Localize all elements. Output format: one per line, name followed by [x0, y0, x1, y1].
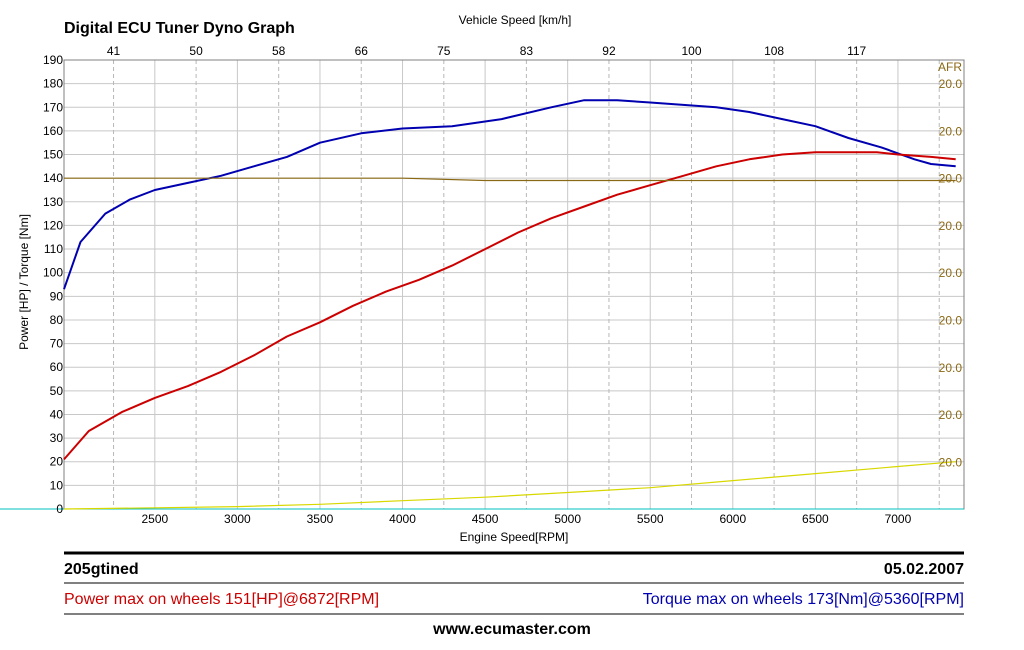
y2-tick-label: 20.0 [939, 266, 963, 280]
y-tick-label: 120 [43, 218, 63, 232]
y2-tick-label: 20.0 [939, 172, 963, 186]
series-line-power [63, 151, 956, 461]
x2-axis-label: Vehicle Speed [km/h] [459, 13, 572, 27]
torque-max-label: Torque max on wheels 173[Nm]@5360[RPM] [642, 591, 964, 608]
x-tick-label: 2500 [141, 512, 168, 526]
x-tick-label: 7000 [885, 512, 912, 526]
x-tick-label: 5500 [637, 512, 664, 526]
x-tick-label: 6500 [802, 512, 829, 526]
series-line-torque [63, 99, 956, 290]
x2-tick-label: 100 [682, 44, 702, 58]
series-line-speed [63, 461, 956, 510]
x-axis-label: Engine Speed[RPM] [460, 530, 569, 544]
y2-tick-label: 20.0 [939, 314, 963, 328]
y2-tick-label: 20.0 [939, 455, 963, 469]
y-tick-label: 20 [50, 455, 64, 469]
x-tick-label: 4500 [472, 512, 499, 526]
y-tick-label: 10 [50, 478, 64, 492]
x-tick-label: 4000 [389, 512, 416, 526]
x-tick-label: 5000 [554, 512, 581, 526]
y-tick-label: 190 [43, 53, 63, 67]
y-tick-label: 130 [43, 195, 63, 209]
y2-tick-label: 20.0 [939, 124, 963, 138]
x2-tick-label: 58 [272, 44, 286, 58]
x2-tick-label: 41 [107, 44, 121, 58]
y-tick-label: 50 [50, 384, 64, 398]
tick-labels: 0 10 20 30 40 50 60 70 80 90 100 110 120 130 140 150 160… [43, 44, 962, 526]
y-tick-label: 80 [50, 313, 64, 327]
axes [0, 59, 965, 510]
y-tick-label: 160 [43, 124, 63, 138]
x2-tick-label: 83 [520, 44, 534, 58]
x-tick-label: 3500 [307, 512, 334, 526]
y-tick-label: 150 [43, 148, 63, 162]
chart-title: Digital ECU Tuner Dyno Graph [64, 20, 295, 37]
x-tick-label: 3000 [224, 512, 251, 526]
y2-tick-label: 20.0 [939, 361, 963, 375]
test-date: 05.02.2007 [883, 561, 964, 578]
y2-tick-label: 20.0 [939, 408, 963, 422]
website-link[interactable]: www.ecumaster.com [433, 621, 591, 638]
y-tick-label: 0 [56, 502, 63, 516]
y-tick-label: 110 [44, 242, 63, 256]
x2-tick-label: 50 [189, 44, 203, 58]
x2-tick-label: 66 [355, 44, 369, 58]
y-tick-label: 90 [50, 289, 64, 303]
y-tick-label: 60 [50, 360, 64, 374]
car-name: 205gtined [64, 561, 139, 578]
series-line-afr [64, 177, 956, 182]
y2-axis-label: AFR [938, 60, 962, 74]
y-tick-label: 30 [50, 431, 64, 445]
series-lines [63, 99, 956, 510]
y-tick-label: 40 [50, 407, 64, 421]
x2-tick-label: 75 [437, 44, 451, 58]
y-tick-label: 100 [43, 266, 63, 280]
plot-frame [63, 59, 965, 510]
x-tick-label: 6000 [719, 512, 746, 526]
y-axis-label: Power [HP] / Torque [Nm] [17, 214, 31, 350]
x2-tick-label: 92 [602, 44, 616, 58]
y-tick-label: 140 [43, 171, 63, 185]
y2-tick-label: 20.0 [939, 219, 963, 233]
grid-lines [64, 60, 964, 509]
y-tick-label: 170 [43, 100, 63, 114]
x2-tick-label: 117 [847, 44, 866, 58]
power-max-label: Power max on wheels 151[HP]@6872[RPM] [64, 591, 380, 608]
y2-tick-label: 20.0 [939, 77, 963, 91]
x2-tick-label: 108 [764, 44, 784, 58]
y-tick-label: 180 [43, 77, 63, 91]
y-tick-label: 70 [50, 337, 64, 351]
